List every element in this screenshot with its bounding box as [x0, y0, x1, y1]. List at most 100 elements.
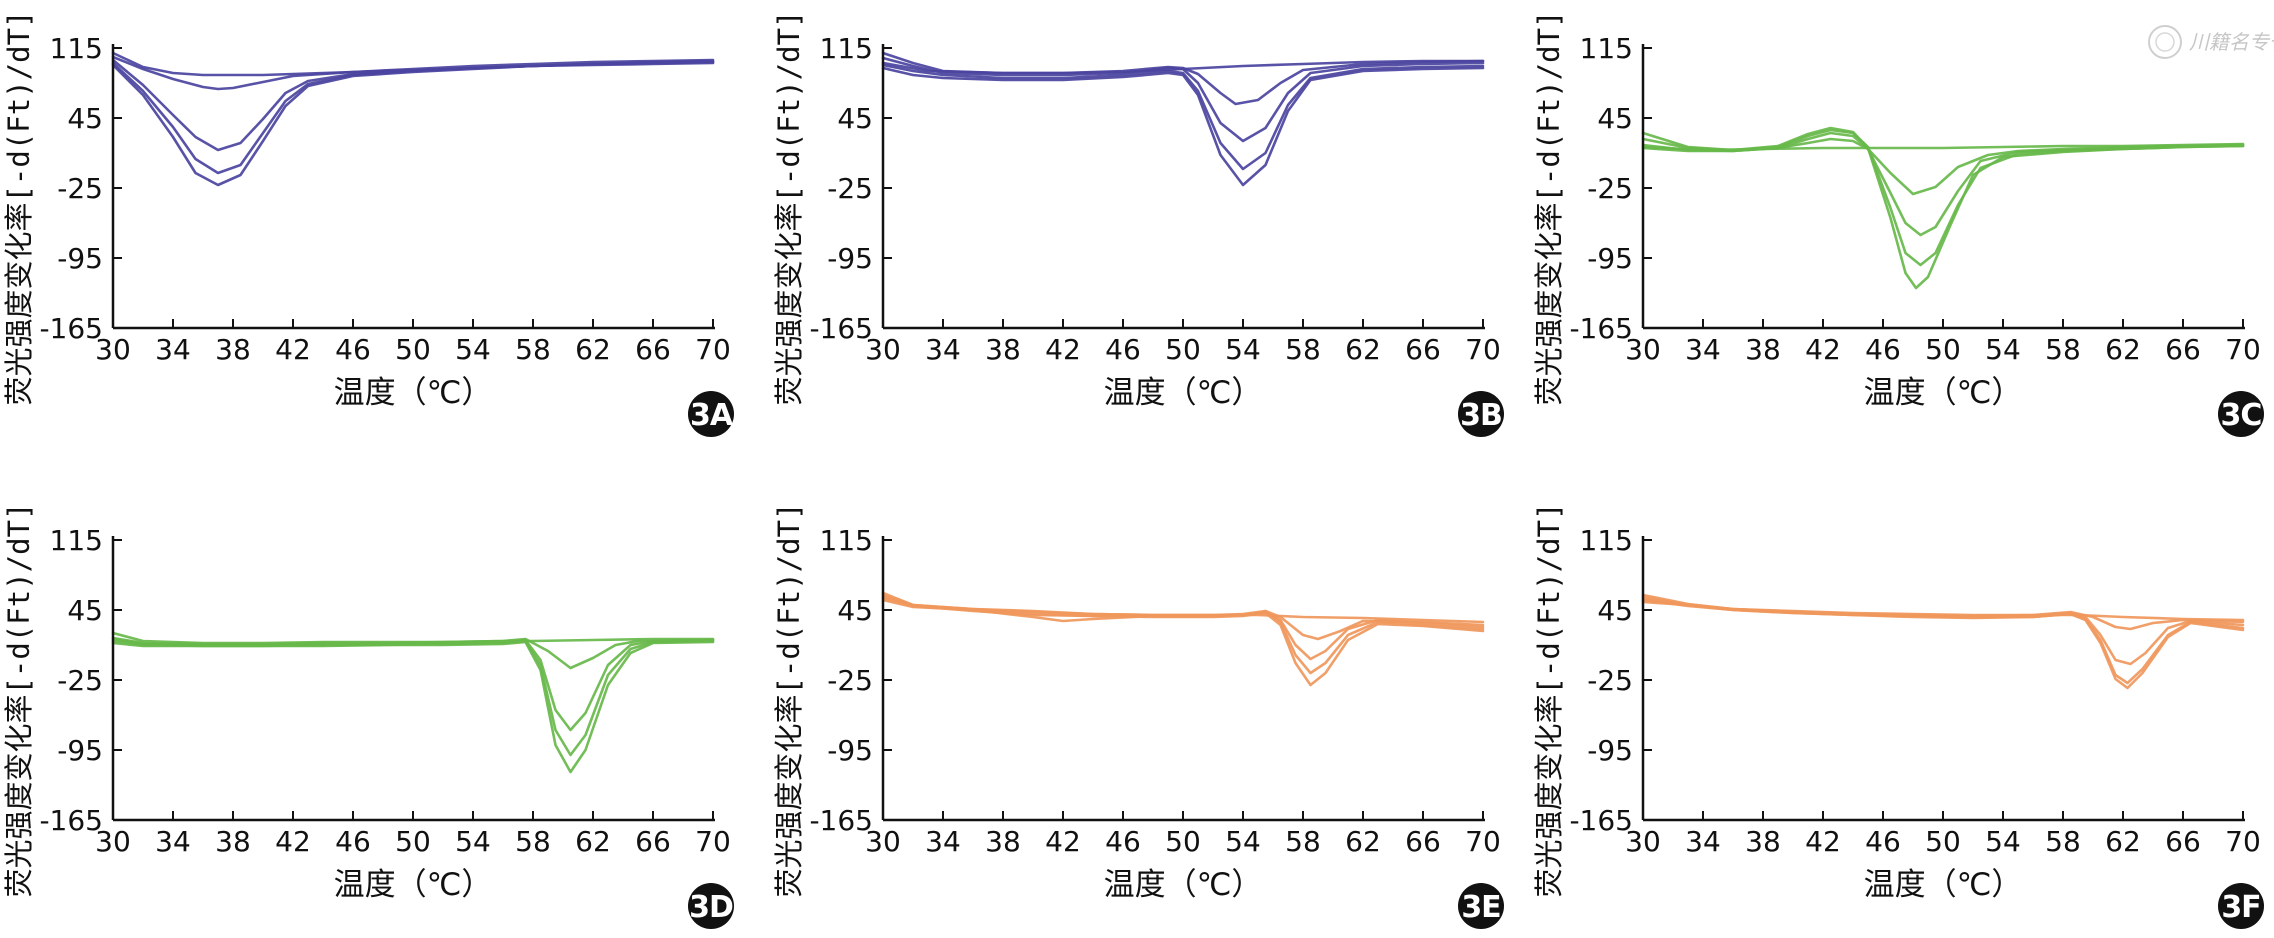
chart-3a-x-tick-label: 70: [695, 333, 731, 366]
chart-3e-series: [881, 591, 1485, 687]
chart-3f-ylabel: 荧光强度变化率[-d(Ft)/dT]: [1532, 502, 1566, 897]
chart-3f-y-tick-label: 45: [1597, 594, 1633, 627]
chart-3b-badge: [1458, 391, 1504, 437]
chart-3c-y-tick-label: 115: [1580, 32, 1633, 65]
chart-3b-x-tick-label: 58: [1285, 333, 1321, 366]
chart-3c-series: [1641, 126, 2245, 290]
chart-3b-x-tick-label: 38: [985, 333, 1021, 366]
chart-3d-y-tick-label: -25: [57, 664, 103, 697]
chart-3a-y-tick-label: 45: [67, 102, 103, 135]
chart-3a-x-tick-label: 50: [395, 333, 431, 366]
chart-3d-ylabel: 荧光强度变化率[-d(Ft)/dT]: [2, 502, 36, 897]
chart-3d-x-tick-label: 62: [575, 825, 611, 858]
chart-3c-y-tick-label: -165: [1569, 312, 1633, 345]
chart-3e-x-tick-label: 66: [1405, 825, 1441, 858]
chart-3e-x-tick-label: 54: [1225, 825, 1261, 858]
chart-3f-badge: [2218, 883, 2264, 929]
chart-3c-x-tick-label: 54: [1985, 333, 2021, 366]
charts-layer: 30 34 38 42 46 50 54 58 62 66 7011545-25-95-165荧光强…: [2, 10, 2264, 929]
chart-3a-x-tick-label: 30: [95, 333, 131, 366]
chart-3a-y-tick-label: -25: [57, 172, 103, 205]
chart-3b-x-tick-label: 46: [1105, 333, 1141, 366]
chart-3d-x-tick-label: 58: [515, 825, 551, 858]
chart-3f-y-tick-label: -25: [1587, 664, 1633, 697]
chart-3b-x-tick-label: 70: [1465, 333, 1501, 366]
chart-3c-x-tick-label: 30: [1625, 333, 1661, 366]
chart-3a-badge: [688, 391, 734, 437]
chart-3a-series-line-4: [111, 59, 715, 175]
chart-3a-y-tick-label: 115: [50, 32, 103, 65]
chart-3f-x-tick-label: 38: [1745, 825, 1781, 858]
chart-3f: 30 34 38 42 46 50 54 58 62 66 70 115 45 -25 -95 -165荧光强…: [1532, 502, 2264, 929]
chart-3f-x-tick-label: 70: [2225, 825, 2261, 858]
chart-3c-x-tick-label: 58: [2045, 333, 2081, 366]
chart-3f-x-tick-label: 46: [1865, 825, 1901, 858]
chart-3e-series-line-5: [881, 595, 1485, 687]
chart-3c-badge-label: 3C: [2221, 398, 2262, 433]
chart-3c-x-tick-label: 50: [1925, 333, 1961, 366]
chart-3d-y-tick-label: 115: [50, 524, 103, 557]
chart-3b-series: [881, 51, 1485, 187]
chart-3e-y-tick-label: -25: [827, 664, 873, 697]
chart-3e-badge: [1458, 883, 1504, 929]
chart-3a-series: [111, 51, 715, 187]
chart-3a-x-tick-label: 46: [335, 333, 371, 366]
chart-3d-x-tick-label: 34: [155, 825, 191, 858]
chart-3b-badge-label: 3B: [1460, 398, 1502, 433]
watermark-seal-inner-icon: [2155, 32, 2175, 52]
chart-3d-x-tick-label: 66: [635, 825, 671, 858]
chart-3f-y-tick-label: 115: [1580, 524, 1633, 557]
chart-3c: 30 34 38 42 46 50 54 58 62 66 70 115 45 -25 -95 -165荧光强…: [1532, 10, 2264, 437]
chart-3b-x-tick-label: 34: [925, 333, 961, 366]
chart-3f-x-tick-label: 54: [1985, 825, 2021, 858]
chart-3e-x-tick-label: 42: [1045, 825, 1081, 858]
chart-3f-x-tick-label: 42: [1805, 825, 1841, 858]
chart-3f-series: [1641, 593, 2245, 690]
chart-3d-series-line-3: [111, 637, 715, 732]
chart-3b: 30 34 38 42 46 50 54 58 62 66 70 115 45 -25 -95 -165荧光强…: [772, 10, 1504, 437]
chart-3d-x-tick-label: 54: [455, 825, 491, 858]
chart-3c-x-tick-label: 42: [1805, 333, 1841, 366]
chart-3b-y-tick-label: -95: [827, 242, 873, 275]
chart-3d-x-tick-label: 38: [215, 825, 251, 858]
chart-3c-y-tick-label: -25: [1587, 172, 1633, 205]
chart-3e-badge-label: 3E: [1461, 890, 1500, 925]
chart-3b-x-tick-label: 30: [865, 333, 901, 366]
chart-3f-xlabel: 温度（℃）: [1864, 867, 2023, 903]
chart-3f-series-line-5: [1641, 593, 2245, 690]
chart-3c-y-tick-label: 45: [1597, 102, 1633, 135]
chart-3a-y-tick-label: -165: [39, 312, 103, 345]
watermark: 川籍名专刊: [2148, 25, 2274, 59]
chart-3c-x-tick-label: 38: [1745, 333, 1781, 366]
chart-3f-x-tick-label: 62: [2105, 825, 2141, 858]
chart-3e-x-tick-label: 58: [1285, 825, 1321, 858]
chart-3b-x-tick-label: 66: [1405, 333, 1441, 366]
chart-3d-x-tick-label: 50: [395, 825, 431, 858]
chart-3e-y-tick-label: 115: [820, 524, 873, 557]
chart-3e-xlabel: 温度（℃）: [1104, 867, 1263, 903]
chart-3c-series-line-5: [1641, 126, 2245, 290]
chart-3d-y-tick-label: 45: [67, 594, 103, 627]
chart-3a-x-tick-label: 38: [215, 333, 251, 366]
chart-3e-ylabel: 荧光强度变化率[-d(Ft)/dT]: [772, 502, 806, 897]
chart-3b-x-tick-label: 50: [1165, 333, 1201, 366]
chart-3e-y-tick-label: -95: [827, 734, 873, 767]
chart-3a-x-tick-label: 58: [515, 333, 551, 366]
chart-3d: 30 34 38 42 46 50 54 58 62 66 70 115 45 -25 -95 -165荧光强…: [2, 502, 734, 929]
chart-3a-y-tick-label: -95: [57, 242, 103, 275]
chart-3c-ylabel: 荧光强度变化率[-d(Ft)/dT]: [1532, 10, 1566, 405]
chart-3b-x-tick-label: 62: [1345, 333, 1381, 366]
chart-3c-y-tick-label: -95: [1587, 242, 1633, 275]
chart-3f-y-tick-label: -95: [1587, 734, 1633, 767]
chart-3d-x-tick-label: 70: [695, 825, 731, 858]
chart-3f-x-tick-label: 66: [2165, 825, 2201, 858]
chart-3b-y-tick-label: -25: [827, 172, 873, 205]
chart-3a-series-line-3: [111, 58, 715, 152]
chart-3c-xlabel: 温度（℃）: [1864, 375, 2023, 411]
chart-3e-x-tick-label: 70: [1465, 825, 1501, 858]
chart-3a-x-tick-label: 62: [575, 333, 611, 366]
chart-3b-x-tick-label: 42: [1045, 333, 1081, 366]
chart-3c-x-tick-label: 66: [2165, 333, 2201, 366]
chart-3d-x-tick-label: 30: [95, 825, 131, 858]
